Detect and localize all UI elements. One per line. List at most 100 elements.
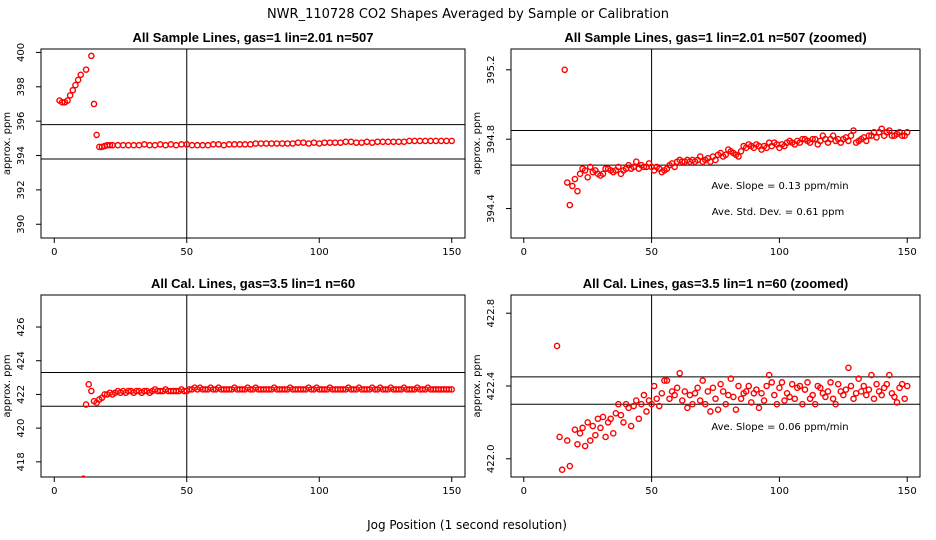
data-point [602, 433, 609, 441]
y-tick-label: 418 [16, 452, 27, 471]
data-point [870, 395, 878, 403]
data-point [640, 391, 648, 399]
data-point [850, 395, 857, 403]
x-axis-label: Jog Position (1 second resolution) [366, 518, 567, 532]
data-point [868, 371, 875, 379]
data-point [727, 375, 735, 383]
data-points [56, 52, 456, 151]
data-point [714, 406, 722, 413]
data-point [82, 401, 90, 408]
data-point [395, 138, 403, 146]
data-point [321, 139, 328, 146]
data-point [315, 140, 323, 147]
data-point [707, 408, 714, 415]
data-point [661, 377, 668, 384]
data-point [305, 140, 312, 147]
data-point [448, 386, 456, 393]
data-point [326, 139, 334, 146]
data-point [273, 140, 281, 147]
data-point [114, 141, 122, 149]
plot-frame [40, 48, 466, 239]
data-point [847, 382, 855, 390]
data-point [574, 440, 581, 448]
x-tick-label: 150 [442, 247, 461, 258]
data-point [791, 395, 799, 403]
data-point [584, 174, 591, 181]
data-point [597, 424, 604, 432]
data-point [804, 379, 811, 386]
data-point [832, 400, 839, 408]
data-point [653, 395, 661, 403]
data-point [666, 395, 673, 403]
data-point [130, 141, 138, 149]
data-point [571, 426, 579, 433]
data-point [119, 141, 127, 149]
data-point [873, 134, 880, 141]
data-point [252, 140, 259, 147]
data-point [742, 388, 750, 395]
data-point [650, 382, 658, 390]
data-point [257, 140, 265, 147]
data-point [66, 92, 74, 99]
data-point [82, 66, 90, 73]
data-point [199, 141, 206, 149]
data-point [694, 384, 701, 392]
data-point [722, 400, 730, 408]
y-tick-label: 422.0 [486, 444, 497, 473]
panel-title: All Cal. Lines, gas=3.5 lin=1 n=60 [151, 276, 355, 291]
data-point [745, 382, 753, 390]
data-point [701, 400, 709, 408]
data-point [331, 139, 339, 146]
data-point [437, 137, 445, 145]
data-point [788, 380, 796, 388]
data-point [873, 380, 880, 388]
data-point [563, 179, 571, 186]
data-point [342, 138, 350, 146]
data-point [368, 139, 376, 146]
data-point [194, 141, 201, 149]
data-points [80, 381, 456, 477]
data-point [574, 187, 581, 195]
data-point [172, 141, 180, 149]
data-point [827, 379, 834, 386]
data-point [883, 380, 891, 388]
panel-title: All Sample Lines, gas=1 lin=2.01 n=507 [133, 30, 374, 45]
data-point [620, 419, 627, 426]
data-point [796, 382, 804, 390]
data-point [592, 431, 599, 439]
data-point [878, 391, 885, 399]
data-point [663, 377, 671, 384]
data-point [903, 382, 911, 390]
data-point [893, 399, 901, 406]
data-point [722, 151, 730, 159]
data-point [561, 66, 568, 74]
y-axis-label: approx. ppm [472, 354, 483, 417]
data-point [416, 137, 424, 145]
data-point [141, 141, 148, 148]
y-tick-label: 394.8 [486, 125, 497, 154]
data-point [735, 153, 742, 160]
x-tick-label: 100 [310, 247, 329, 258]
data-points [553, 342, 911, 474]
x-tick-label: 150 [898, 247, 917, 258]
data-point [878, 125, 885, 133]
data-point [903, 128, 911, 136]
y-axis-label: approx. ppm [2, 112, 13, 175]
annotation: Ave. Slope = 0.13 ppm/min [711, 181, 848, 192]
data-point [215, 141, 222, 148]
data-point [90, 100, 98, 108]
data-point [225, 141, 233, 148]
y-tick-label: 394.4 [486, 194, 497, 223]
data-point [635, 415, 643, 423]
data-point [822, 393, 829, 401]
data-point [566, 462, 574, 470]
data-point [737, 148, 745, 155]
x-tick-label: 50 [180, 247, 193, 258]
data-point [640, 163, 648, 171]
data-point [581, 167, 589, 174]
data-point [569, 182, 576, 190]
y-tick-label: 390 [16, 215, 27, 234]
data-point [231, 141, 238, 148]
data-point [891, 393, 898, 401]
